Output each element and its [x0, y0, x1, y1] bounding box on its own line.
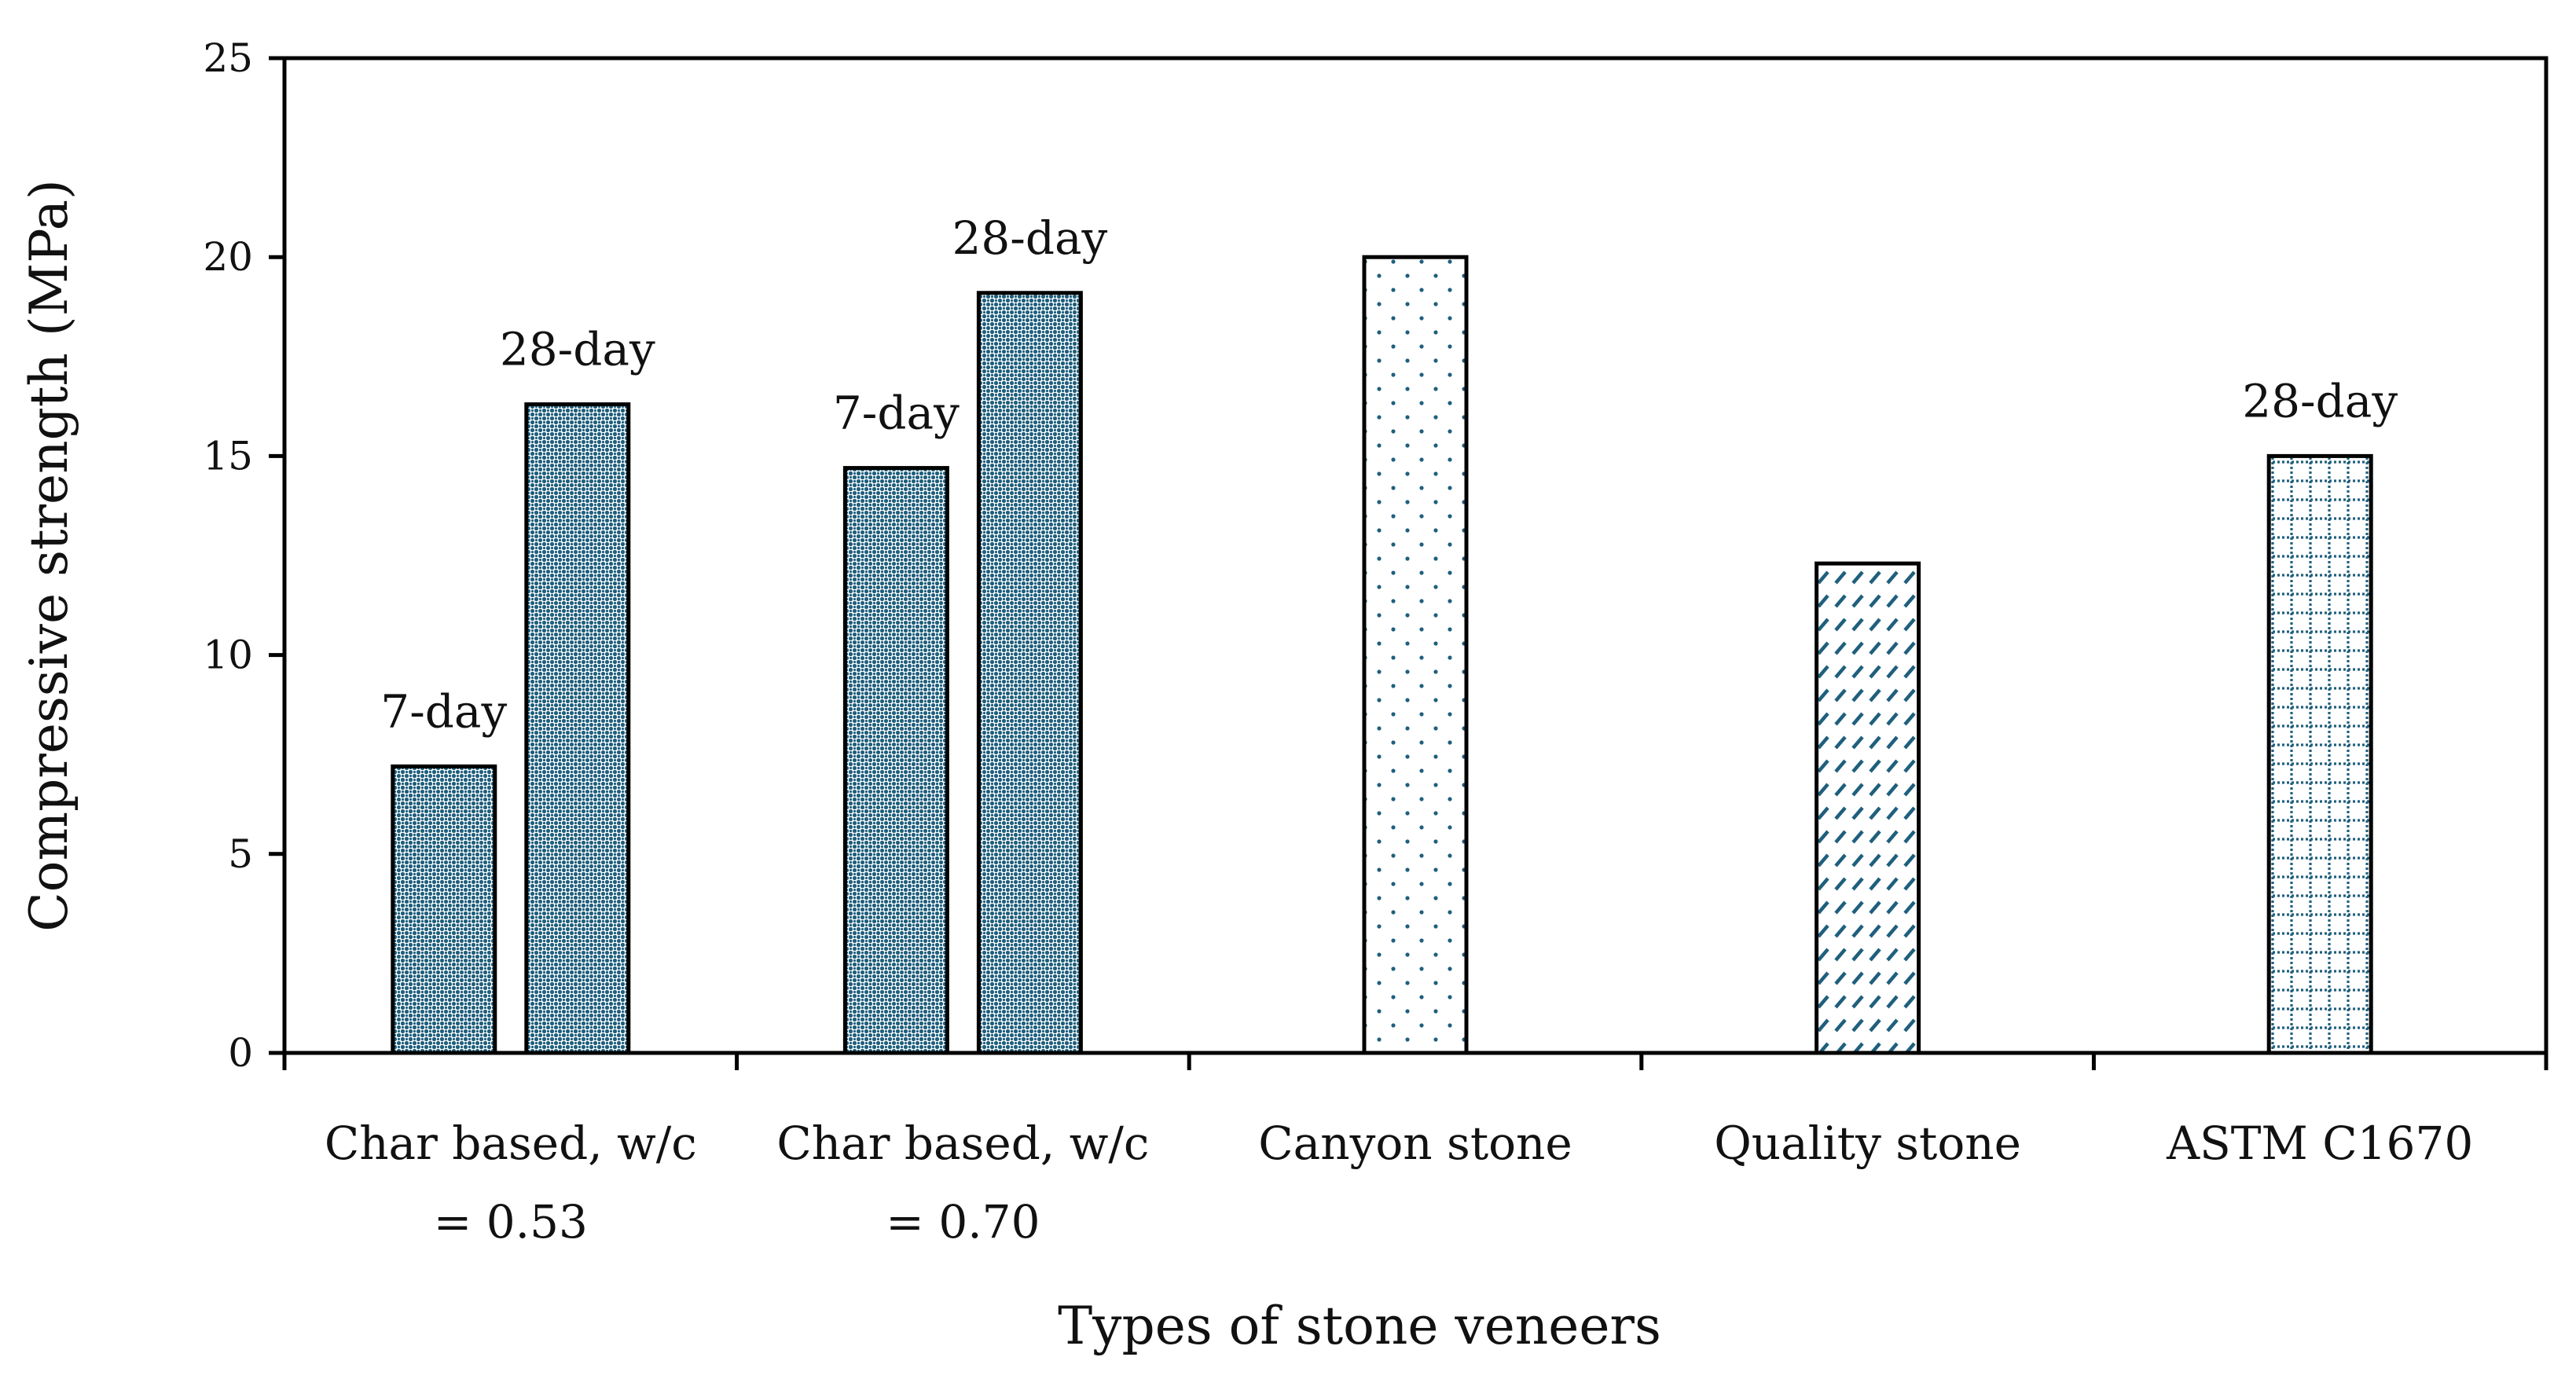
y-tick-label: 0 — [228, 1030, 253, 1076]
category-label: Char based, w/c — [776, 1117, 1149, 1170]
category-label: Char based, w/c — [325, 1117, 697, 1170]
category-label: Quality stone — [1714, 1117, 2021, 1170]
category-label: ASTM C1670 — [2166, 1117, 2473, 1170]
bar — [1815, 561, 1921, 1055]
bar-label: 28-day — [2242, 374, 2398, 427]
y-tick-label: 15 — [203, 433, 253, 479]
bar — [391, 764, 497, 1055]
y-tick-label: 20 — [203, 234, 253, 280]
y-tick-label: 5 — [228, 831, 253, 877]
bar — [842, 466, 949, 1055]
bar — [976, 291, 1083, 1055]
bar-label: 28-day — [952, 211, 1107, 265]
bar-data-labels: 7-day 28-day 7-day 28-day 28-day — [380, 211, 2398, 739]
category-label-line2: = 0.70 — [886, 1195, 1040, 1249]
y-axis-title: Compressive strength (MPa) — [19, 179, 79, 931]
x-axis-title: Types of stone veneers — [1058, 1296, 1661, 1356]
bar-series — [391, 255, 2373, 1055]
category-label: Canyon stone — [1258, 1117, 1572, 1170]
bar — [524, 402, 631, 1055]
category-labels: Char based, w/c = 0.53 Char based, w/c = 0.… — [325, 1117, 2473, 1249]
x-axis-ticks — [282, 1053, 2548, 1070]
bar-label: 7-day — [380, 684, 507, 738]
bar — [2266, 453, 2373, 1055]
y-axis-ticks: 0 5 10 15 20 25 — [203, 35, 284, 1076]
bar — [1362, 255, 1469, 1055]
y-tick-label: 10 — [203, 633, 253, 678]
y-tick-label: 25 — [203, 35, 253, 81]
bar-label: 7-day — [833, 387, 960, 440]
bar-label: 28-day — [500, 323, 655, 376]
category-label-line2: = 0.53 — [434, 1195, 588, 1249]
